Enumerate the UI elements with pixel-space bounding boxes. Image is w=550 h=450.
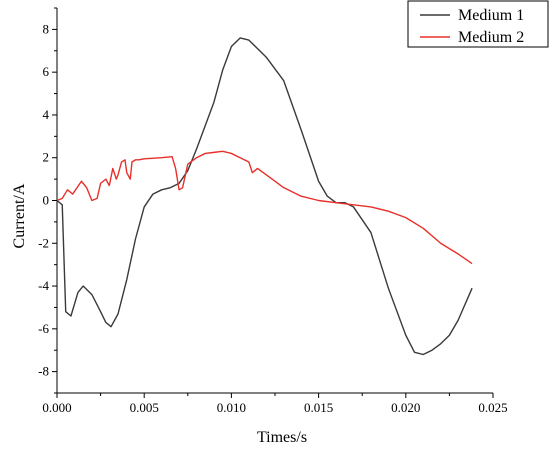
y-tick-label: -2 — [38, 235, 49, 250]
y-axis-title: Current/A — [11, 183, 28, 248]
legend-box — [407, 0, 549, 48]
x-tick-label: 0.000 — [42, 400, 71, 415]
x-axis: 0.000 0.005 0.010 0.015 0.020 0.025 — [42, 393, 508, 415]
y-axis: -8 -6 -4 -2 0 2 4 6 8 — [38, 7, 57, 394]
y-tick-label: 8 — [43, 21, 50, 36]
y-tick-label: -4 — [38, 278, 49, 293]
series-line-2 — [56, 150, 473, 265]
x-tick-label: 0.010 — [217, 400, 246, 415]
y-tick-label: 0 — [43, 193, 50, 208]
legend: Medium 1 Medium 2 — [407, 0, 549, 48]
x-tick-label: 0.025 — [478, 400, 507, 415]
y-tick-label: -6 — [38, 321, 49, 336]
x-tick-label: 0.015 — [304, 400, 333, 415]
y-tick-label: -8 — [38, 364, 49, 379]
legend-label-2: Medium 2 — [458, 29, 524, 46]
series-layer — [56, 37, 473, 356]
y-tick-label: 6 — [43, 64, 50, 79]
legend-label-1: Medium 1 — [458, 7, 524, 24]
y-tick-label: 2 — [43, 150, 50, 165]
x-tick-label: 0.020 — [391, 400, 420, 415]
x-tick-label: 0.005 — [130, 400, 159, 415]
series-line-1 — [56, 37, 473, 356]
plot-frame — [56, 8, 493, 394]
y-tick-label: 4 — [43, 107, 50, 122]
x-axis-title: Times/s — [257, 429, 307, 446]
